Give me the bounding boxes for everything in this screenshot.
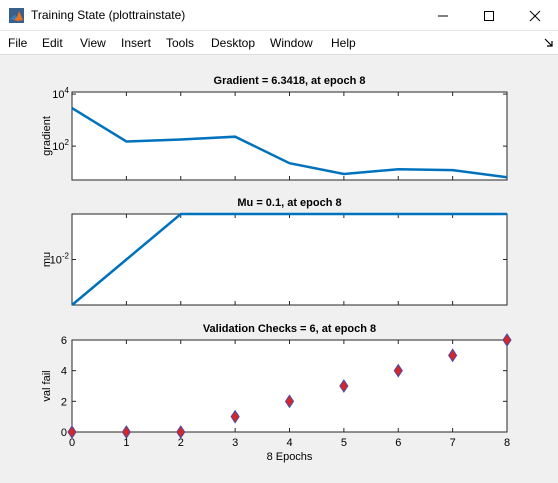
x-tick-label: 6	[395, 437, 401, 449]
x-tick-label: 5	[341, 437, 347, 449]
menu-help[interactable]: Help	[331, 36, 356, 50]
menu-bar: File Edit View Insert Tools Desktop Wind…	[0, 31, 558, 55]
close-button[interactable]	[512, 0, 558, 31]
plot-2-series-line	[71, 212, 507, 306]
val-fail-point	[67, 425, 77, 439]
val-fail-point	[448, 348, 458, 363]
menu-edit[interactable]: Edit	[42, 36, 63, 50]
menu-tools[interactable]: Tools	[166, 36, 195, 50]
plot-1-axes	[71, 91, 508, 181]
val-fail-point	[502, 333, 512, 347]
x-tick-label: 4	[286, 437, 292, 449]
maximize-icon	[484, 10, 494, 21]
y-tick-label: 104	[52, 86, 69, 101]
minimize-button[interactable]	[420, 0, 466, 31]
maximize-button[interactable]	[466, 0, 512, 31]
figure-area: Gradient = 6.3418, at epoch 8 gradient 104…	[0, 55, 558, 478]
plot-3-xlabel: 8 Epochs	[267, 451, 313, 463]
plot-3-title: Validation Checks = 6, at epoch 8	[203, 323, 376, 335]
plot-3-axes	[71, 339, 508, 433]
menu-window[interactable]: Window	[270, 36, 313, 50]
x-tick-label: 0	[69, 437, 75, 449]
plot-1-ylabel: gradient	[41, 116, 53, 156]
x-tick-label: 7	[450, 437, 456, 449]
training-state-plots: Gradient = 6.3418, at epoch 8gradient104…	[41, 75, 512, 463]
y-tick-label: 102	[52, 138, 69, 153]
x-tick-label: 1	[123, 437, 129, 449]
x-tick-label: 2	[178, 437, 184, 449]
dock-arrow-icon[interactable]	[544, 38, 554, 48]
y-tick-label: 0	[61, 427, 67, 439]
window-title: Training State (plottrainstate)	[31, 8, 186, 22]
plot-1-series-line	[71, 107, 508, 179]
y-tick-label: 2	[61, 396, 67, 408]
val-fail-point	[339, 379, 349, 393]
x-tick-label: 3	[232, 437, 238, 449]
menu-view[interactable]: View	[80, 36, 106, 50]
menu-insert[interactable]: Insert	[121, 36, 152, 50]
val-fail-point	[393, 363, 403, 378]
matlab-icon	[9, 8, 24, 23]
plot-1-title: Gradient = 6.3418, at epoch 8	[214, 75, 366, 87]
plot-2-title: Mu = 0.1, at epoch 8	[237, 197, 341, 209]
plot-3-ylabel: val fail	[41, 370, 53, 401]
y-tick-label: 6	[61, 335, 67, 347]
val-fail-point	[230, 409, 240, 424]
val-fail-point	[121, 425, 131, 439]
y-tick-label: 4	[61, 366, 67, 378]
menu-file[interactable]: File	[8, 36, 28, 50]
plot-2-axes	[71, 213, 508, 306]
val-fail-point	[284, 394, 295, 409]
val-fail-point	[176, 425, 186, 439]
title-bar: Training State (plottrainstate)	[0, 0, 558, 31]
close-icon	[529, 10, 541, 21]
minimize-icon	[438, 15, 448, 16]
menu-desktop[interactable]: Desktop	[211, 36, 256, 50]
y-tick-label: 10-2	[50, 252, 70, 267]
plot-2-ylabel: mu	[41, 252, 53, 267]
x-tick-label: 8	[504, 437, 510, 449]
